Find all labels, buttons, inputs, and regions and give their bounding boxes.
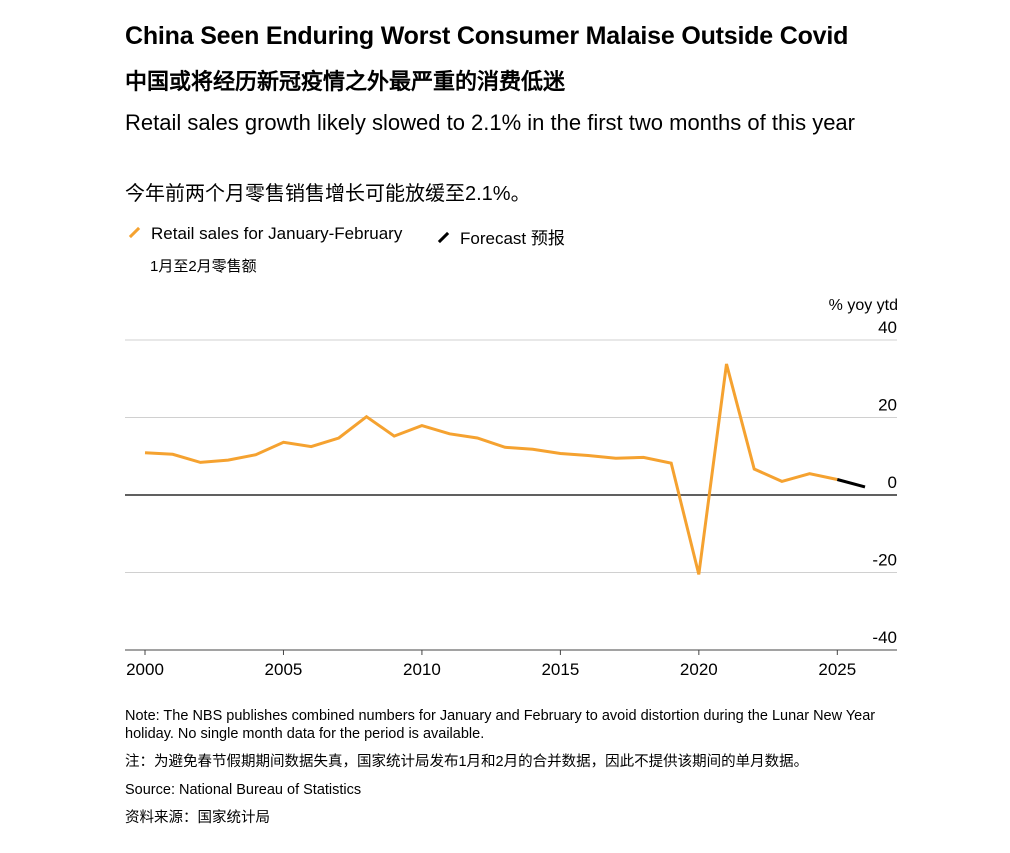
y-tick-label: 40 (878, 318, 897, 337)
footnote-chinese: 注：为避免春节假期期间数据失真，国家统计局发布1月和2月的合并数据，因此不提供该… (125, 754, 809, 770)
y-tick-label: -20 (872, 551, 897, 570)
chart-subtitle: Retail sales growth likely slowed to 2.1… (125, 110, 855, 135)
y-tick-label: 0 (888, 473, 897, 492)
x-tick-label: 2025 (818, 660, 856, 679)
y-tick-labels: 40 20 0 -20 -40 (872, 318, 897, 647)
chart-subtitle-chinese: 今年前两个月零售销售增长可能放缓至2.1%。 (125, 183, 531, 205)
x-tick-label: 2000 (126, 660, 164, 679)
series-lines (144, 363, 866, 575)
series-line-retail-sales (144, 363, 838, 575)
source-note: Source: National Bureau of Statistics (125, 782, 362, 798)
y-tick-label: -40 (872, 628, 897, 647)
legend-label-retail-chinese: 1月至2月零售额 (150, 258, 257, 275)
y-tick-label: 20 (878, 396, 897, 415)
x-tick-label: 2015 (541, 660, 579, 679)
chart-title-chinese: 中国或将经历新冠疫情之外最严重的消费低迷 (125, 69, 566, 94)
x-tick-label: 2020 (680, 660, 718, 679)
y-axis-unit-label: % yoy ytd (828, 297, 898, 314)
chart-title: China Seen Enduring Worst Consumer Malai… (125, 22, 849, 50)
footnote: Note: The NBS publishes combined numbers… (125, 708, 876, 742)
legend-item-forecast: Forecast 预报 (437, 224, 565, 249)
gridlines (125, 339, 897, 651)
legend-label-retail: Retail sales for January-February (151, 224, 403, 243)
source-note-chinese: 资料来源：国家统计局 (125, 810, 270, 826)
line-chart: 40 20 0 -20 -40 2000 2005 2010 2015 2020 2025 (125, 318, 897, 679)
x-tick-labels: 2000 2005 2010 2015 2020 2025 (126, 650, 856, 679)
series-line-forecast (836, 478, 866, 489)
legend-item-retail: Retail sales for January-February (128, 224, 402, 244)
x-tick-label: 2005 (265, 660, 303, 679)
x-tick-label: 2010 (403, 660, 441, 679)
legend-label-forecast: Forecast 预报 (460, 229, 565, 248)
